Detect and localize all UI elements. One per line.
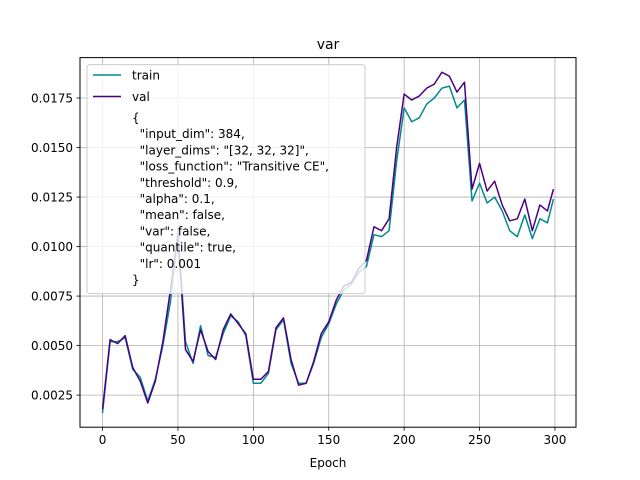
legend-config-line: "threshold": 0.9, [132, 176, 238, 190]
y-tick-label: 0.0050 [31, 339, 73, 353]
x-tick-label: 0 [99, 433, 107, 447]
legend-train-label: train [132, 69, 160, 83]
y-tick-label: 0.0175 [31, 91, 73, 105]
chart-title: var [317, 37, 340, 53]
legend: train val { "input_dim": 384, "layer_dim… [86, 64, 366, 295]
x-tick-label: 250 [468, 433, 491, 447]
legend-config-line: { [132, 111, 140, 125]
legend-config-line: "lr": 0.001 [132, 257, 201, 271]
legend-config-line: "mean": false, [132, 208, 225, 222]
legend-config-line: "input_dim": 384, [132, 127, 245, 141]
legend-config-line: } [132, 273, 140, 287]
y-tick-label: 0.0100 [31, 240, 73, 254]
legend-config-line: "quantile": true, [132, 241, 236, 255]
legend-config-text: { "input_dim": 384, "layer_dims": "[32, … [132, 111, 329, 287]
y-tick-label: 0.0125 [31, 190, 73, 204]
x-tick-label: 100 [242, 433, 265, 447]
plot-frame [79, 57, 577, 428]
y-axis: 0.0025 0.0050 0.0075 0.0100 0.0125 0.0150 0.01… [31, 91, 80, 402]
legend-config-line: "var": false, [132, 224, 210, 238]
legend-config-line: "layer_dims": "[32, 32, 32]", [132, 143, 309, 157]
legend-config-line: "alpha": 0.1, [132, 192, 215, 206]
x-axis-label: Epoch [310, 456, 347, 470]
x-tick-label: 300 [544, 433, 567, 447]
x-tick-label: 50 [170, 433, 185, 447]
y-tick-label: 0.0150 [31, 141, 73, 155]
legend-val-label: val [132, 90, 150, 104]
y-tick-label: 0.0025 [31, 388, 73, 402]
legend-config-line: "loss_function": "Transitive CE", [132, 160, 329, 174]
x-axis: 0 50 100 150 200 250 300 [99, 427, 567, 447]
legend-box [86, 64, 366, 295]
x-tick-label: 200 [393, 433, 416, 447]
x-tick-label: 150 [317, 433, 340, 447]
y-tick-label: 0.0075 [31, 289, 73, 303]
